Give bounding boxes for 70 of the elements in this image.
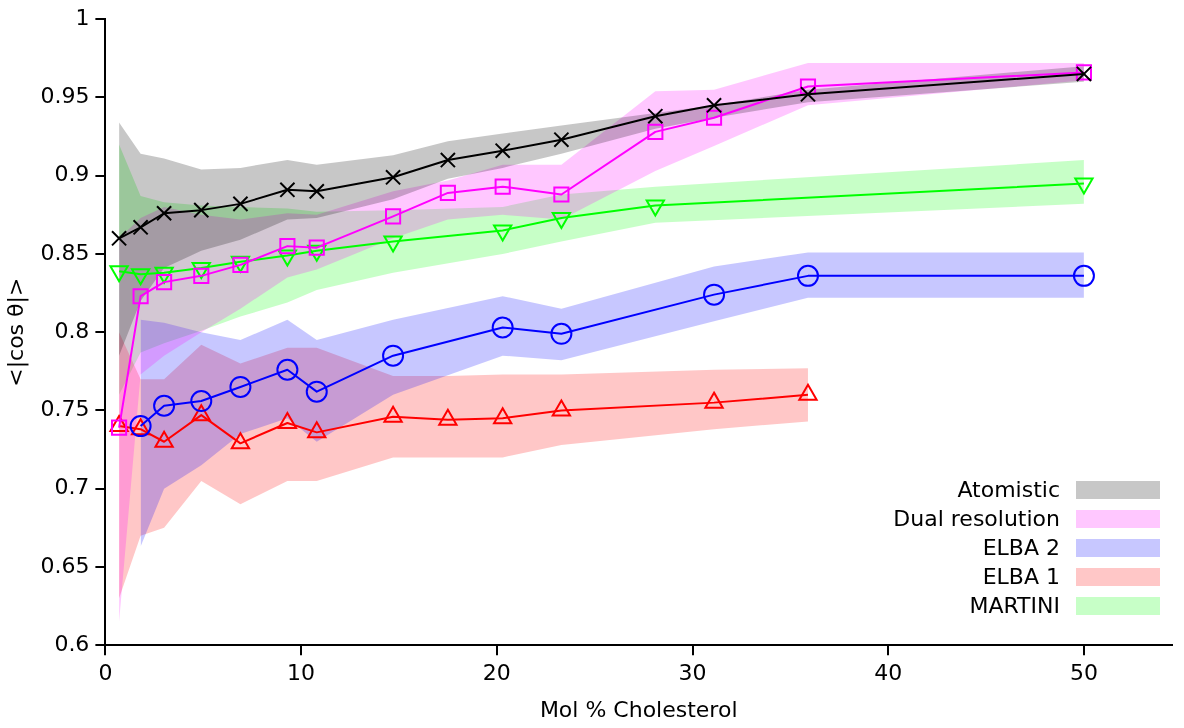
point xyxy=(705,109,723,126)
point xyxy=(798,383,818,401)
point xyxy=(111,230,128,247)
y-tick-label: 1 xyxy=(75,4,90,30)
point xyxy=(438,408,458,426)
point xyxy=(385,208,402,225)
point xyxy=(154,430,174,448)
y-tick-label: 0.9 xyxy=(54,161,90,187)
x-tick-label: 20 xyxy=(482,660,511,686)
x-tick-label: 30 xyxy=(678,660,707,686)
point xyxy=(190,390,213,413)
point xyxy=(553,186,570,203)
point xyxy=(382,344,405,367)
point xyxy=(1072,264,1095,287)
point xyxy=(385,169,402,186)
point xyxy=(551,399,572,417)
point xyxy=(550,322,573,345)
y-tick-label: 0.75 xyxy=(40,396,90,422)
point xyxy=(491,316,514,339)
point xyxy=(439,151,456,169)
x-tick-label: 50 xyxy=(1069,660,1098,686)
point xyxy=(647,108,664,125)
point xyxy=(279,238,296,255)
point xyxy=(383,405,403,423)
legend-label: Atomistic xyxy=(957,477,1060,502)
legend-label: ELBA 2 xyxy=(982,535,1060,560)
x-axis-title: Mol % Cholesterol xyxy=(539,696,738,722)
point xyxy=(494,178,511,195)
point xyxy=(439,184,456,201)
point xyxy=(799,78,817,95)
legend-label: Dual resolution xyxy=(893,506,1060,531)
point xyxy=(305,380,328,403)
point xyxy=(796,264,819,287)
y-tick-label: 0.6 xyxy=(54,630,90,656)
x-tick-label: 40 xyxy=(874,660,903,686)
point xyxy=(705,97,723,114)
point xyxy=(132,288,149,305)
point xyxy=(799,86,817,103)
point xyxy=(193,267,210,284)
point xyxy=(703,283,726,306)
x-tick-label: 10 xyxy=(287,660,316,686)
x-tick-label: 0 xyxy=(98,660,113,686)
y-tick-label: 0.8 xyxy=(54,317,90,343)
legend-label: ELBA 1 xyxy=(982,564,1060,589)
point xyxy=(308,183,325,200)
point xyxy=(230,432,251,450)
point xyxy=(156,205,173,222)
point xyxy=(276,358,299,381)
y-tick-label: 0.95 xyxy=(40,83,90,109)
point xyxy=(647,123,664,140)
point xyxy=(153,394,176,417)
point xyxy=(191,404,211,422)
point xyxy=(553,131,570,148)
y-tick-label: 0.85 xyxy=(40,239,90,265)
point xyxy=(132,219,149,236)
point xyxy=(494,142,511,159)
point xyxy=(279,181,296,198)
y-axis-title: <|cos θ|> xyxy=(2,277,29,387)
y-tick-label: 0.65 xyxy=(40,552,90,578)
legend-label: MARTINI xyxy=(969,593,1060,618)
point xyxy=(308,239,325,256)
point xyxy=(307,421,327,439)
y-tick-label: 0.7 xyxy=(54,474,90,500)
point xyxy=(109,415,129,433)
point xyxy=(704,391,724,409)
point xyxy=(493,407,513,425)
point xyxy=(232,195,249,212)
point xyxy=(229,375,252,398)
point xyxy=(277,411,298,429)
point xyxy=(193,202,210,219)
